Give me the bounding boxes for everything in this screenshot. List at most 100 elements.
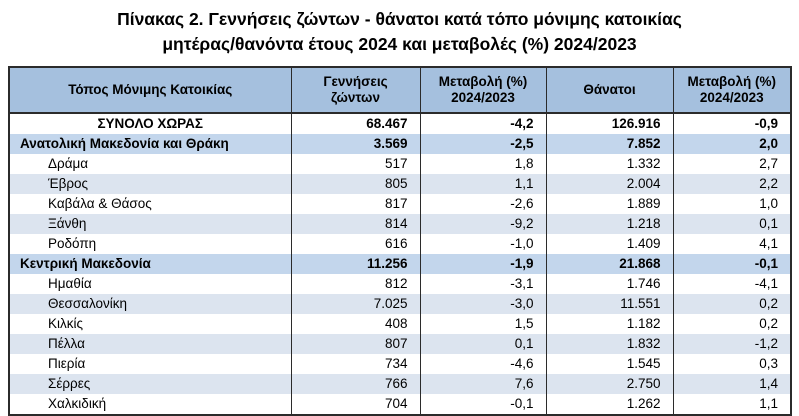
location-cell: Δράμα xyxy=(48,156,89,171)
table-row-prefecture: Πιερία 734 -4,6 1.545 0,3 xyxy=(9,354,791,374)
table-row-prefecture: Ροδόπη 616 -1,0 1.409 4,1 xyxy=(9,234,791,254)
col-header-deaths-change: Μεταβολή (%) 2024/2023 xyxy=(672,67,791,114)
table-row-region: Ανατολική Μακεδονία και Θράκη 3.569 -2,5 7.… xyxy=(9,134,791,154)
col-header-births-change: Μεταβολή (%) 2024/2023 xyxy=(419,67,546,114)
table-row-prefecture: Δράμα 517 1,8 1.332 2,7 xyxy=(9,154,791,174)
location-cell: Καβάλα & Θάσος xyxy=(48,196,152,211)
location-cell: Θεσσαλονίκη xyxy=(48,296,128,311)
deaths-change-cell: 1,1 xyxy=(672,394,791,415)
deaths-cell: 1.889 xyxy=(545,194,673,214)
location-cell: Χαλκιδική xyxy=(48,396,107,411)
table-row-total: ΣΥΝΟΛΟ ΧΩΡΑΣ 68.467 -4,2 126.916 -0,9 xyxy=(9,113,791,134)
location-cell: Ροδόπη xyxy=(48,236,97,251)
births-cell: 734 xyxy=(290,354,420,374)
births-change-cell: 0,1 xyxy=(419,334,546,354)
deaths-change-cell: 0,1 xyxy=(672,214,791,234)
deaths-change-cell: 1,4 xyxy=(672,374,791,394)
births-cell: 517 xyxy=(290,154,420,174)
table-title-line1: Πίνακας 2. Γεννήσεις ζώντων - θάνατοι κα… xyxy=(117,9,682,29)
births-change-cell: 7,6 xyxy=(419,374,546,394)
table-body: ΣΥΝΟΛΟ ΧΩΡΑΣ 68.467 -4,2 126.916 -0,9 Ανατολι… xyxy=(9,113,791,415)
births-change-cell: 1,8 xyxy=(419,154,546,174)
births-cell: 616 xyxy=(290,234,420,254)
births-cell: 814 xyxy=(290,214,420,234)
location-cell: Πέλλα xyxy=(48,336,85,351)
births-cell: 766 xyxy=(290,374,420,394)
deaths-change-cell: -4,1 xyxy=(672,274,791,294)
deaths-change-cell: 4,1 xyxy=(672,234,791,254)
table-row-region: Κεντρική Μακεδονία 11.256 -1,9 21.868 -0,1 xyxy=(9,254,791,274)
deaths-change-cell: 2,0 xyxy=(672,134,791,154)
table-row-prefecture: Κιλκίς 408 1,5 1.182 0,2 xyxy=(9,314,791,334)
births-change-cell: -9,2 xyxy=(419,214,546,234)
deaths-change-cell: 0,2 xyxy=(672,294,791,314)
deaths-cell: 7.852 xyxy=(545,134,673,154)
deaths-cell: 21.868 xyxy=(545,254,673,274)
births-change-cell: -2,5 xyxy=(419,134,546,154)
deaths-change-cell: 2,7 xyxy=(672,154,791,174)
births-cell: 11.256 xyxy=(290,254,420,274)
births-cell: 68.467 xyxy=(290,113,420,134)
table-title-line2: μητέρας/θανόντα έτους 2024 και μεταβολές… xyxy=(162,34,637,54)
table-row-prefecture: Πέλλα 807 0,1 1.832 -1,2 xyxy=(9,334,791,354)
location-cell: Κεντρική Μακεδονία xyxy=(20,256,151,271)
deaths-change-cell: -1,2 xyxy=(672,334,791,354)
deaths-cell: 126.916 xyxy=(545,113,673,134)
deaths-cell: 2.750 xyxy=(545,374,673,394)
deaths-cell: 1.545 xyxy=(545,354,673,374)
deaths-change-cell: -0,1 xyxy=(672,254,791,274)
deaths-change-cell: -0,9 xyxy=(672,113,791,134)
births-change-cell: -0,1 xyxy=(419,394,546,415)
births-change-cell: -3,1 xyxy=(419,274,546,294)
deaths-cell: 11.551 xyxy=(545,294,673,314)
births-cell: 408 xyxy=(290,314,420,334)
deaths-change-cell: 0,3 xyxy=(672,354,791,374)
births-cell: 812 xyxy=(290,274,420,294)
deaths-cell: 1.262 xyxy=(545,394,673,415)
location-cell: Σέρρες xyxy=(48,376,91,391)
location-cell: Έβρος xyxy=(48,176,89,191)
births-change-cell: -1,0 xyxy=(419,234,546,254)
births-cell: 805 xyxy=(290,174,420,194)
births-deaths-table: Τόπος Μόνιμης Κατοικίας Γεννήσεις ζώντων… xyxy=(8,66,792,416)
table-row-prefecture: Έβρος 805 1,1 2.004 2,2 xyxy=(9,174,791,194)
col-header-deaths: Θάνατοι xyxy=(545,67,673,114)
births-change-cell: -1,9 xyxy=(419,254,546,274)
table-row-prefecture: Χαλκιδική 704 -0,1 1.262 1,1 xyxy=(9,394,791,415)
births-change-cell: 1,5 xyxy=(419,314,546,334)
location-cell: Ημαθία xyxy=(48,276,92,291)
births-cell: 807 xyxy=(290,334,420,354)
col-header-live-births: Γεννήσεις ζώντων xyxy=(290,67,420,114)
births-change-cell: -3,0 xyxy=(419,294,546,314)
deaths-cell: 1.832 xyxy=(545,334,673,354)
table-row-prefecture: Ημαθία 812 -3,1 1.746 -4,1 xyxy=(9,274,791,294)
births-cell: 704 xyxy=(290,394,420,415)
deaths-change-cell: 0,2 xyxy=(672,314,791,334)
births-change-cell: 1,1 xyxy=(419,174,546,194)
deaths-change-cell: 2,2 xyxy=(672,174,791,194)
table-title: Πίνακας 2. Γεννήσεις ζώντων - θάνατοι κα… xyxy=(0,0,799,57)
table-row-prefecture: Ξάνθη 814 -9,2 1.218 0,1 xyxy=(9,214,791,234)
births-cell: 3.569 xyxy=(290,134,420,154)
table-row-prefecture: Σέρρες 766 7,6 2.750 1,4 xyxy=(9,374,791,394)
births-change-cell: -4,2 xyxy=(419,113,546,134)
deaths-cell: 1.332 xyxy=(545,154,673,174)
births-change-cell: -4,6 xyxy=(419,354,546,374)
deaths-change-cell: 1,0 xyxy=(672,194,791,214)
location-cell: Κιλκίς xyxy=(48,316,84,331)
deaths-cell: 1.409 xyxy=(545,234,673,254)
location-cell: Ξάνθη xyxy=(48,216,87,231)
deaths-cell: 2.004 xyxy=(545,174,673,194)
births-cell: 7.025 xyxy=(290,294,420,314)
deaths-cell: 1.746 xyxy=(545,274,673,294)
location-cell: Πιερία xyxy=(48,356,86,371)
header-row: Τόπος Μόνιμης Κατοικίας Γεννήσεις ζώντων… xyxy=(9,67,791,114)
location-cell: ΣΥΝΟΛΟ ΧΩΡΑΣ xyxy=(97,116,204,131)
col-header-location: Τόπος Μόνιμης Κατοικίας xyxy=(9,67,291,114)
location-cell: Ανατολική Μακεδονία και Θράκη xyxy=(20,136,229,151)
table-row-prefecture: Καβάλα & Θάσος 817 -2,6 1.889 1,0 xyxy=(9,194,791,214)
deaths-cell: 1.182 xyxy=(545,314,673,334)
births-cell: 817 xyxy=(290,194,420,214)
deaths-cell: 1.218 xyxy=(545,214,673,234)
